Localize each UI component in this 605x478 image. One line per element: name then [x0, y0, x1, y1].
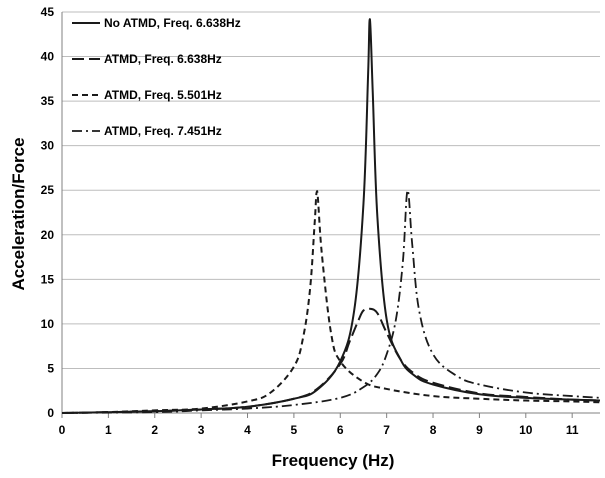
x-tick-label: 1: [105, 423, 112, 437]
x-tick-label: 9: [476, 423, 483, 437]
series-lines: [61, 18, 601, 414]
y-tick-label: 5: [47, 361, 54, 375]
legend-label: No ATMD, Freq. 6.638Hz: [104, 16, 241, 30]
y-tick-label: 10: [41, 317, 55, 331]
legend: No ATMD, Freq. 6.638Hz ATMD, Freq. 6.638H…: [72, 16, 241, 138]
y-tick-label: 40: [41, 50, 55, 64]
legend-label: ATMD, Freq. 7.451Hz: [104, 124, 222, 138]
x-axis-title: Frequency (Hz): [272, 451, 395, 470]
x-tick-label: 3: [198, 423, 205, 437]
x-tick-label: 6: [337, 423, 344, 437]
x-tick-label: 5: [291, 423, 298, 437]
series-line-3: [61, 190, 601, 414]
y-axis-title: Acceleration/Force: [9, 137, 28, 290]
x-tick-label: 4: [244, 423, 251, 437]
legend-label: ATMD, Freq. 5.501Hz: [104, 88, 222, 102]
legend-label: ATMD, Freq. 6.638Hz: [104, 52, 222, 66]
x-tick-label: 8: [430, 423, 437, 437]
y-tick-label: 45: [41, 5, 55, 19]
y-tick-label: 25: [41, 183, 55, 197]
grid-lines: [62, 11, 600, 369]
y-tick-label: 30: [41, 139, 55, 153]
y-tick-label: 20: [41, 228, 55, 242]
x-tick-label: 2: [151, 423, 158, 437]
y-tick-label: 15: [41, 272, 55, 286]
x-tick-label: 11: [566, 423, 579, 437]
x-tick-label: 0: [59, 423, 66, 437]
series-line-4: [61, 189, 601, 414]
y-tick-label: 35: [41, 94, 55, 108]
x-tick-label: 7: [383, 423, 390, 437]
series-line-2: [61, 307, 601, 414]
x-tick-label: 10: [519, 423, 533, 437]
series-line-1: [61, 18, 601, 414]
y-tick-label: 0: [47, 406, 54, 420]
